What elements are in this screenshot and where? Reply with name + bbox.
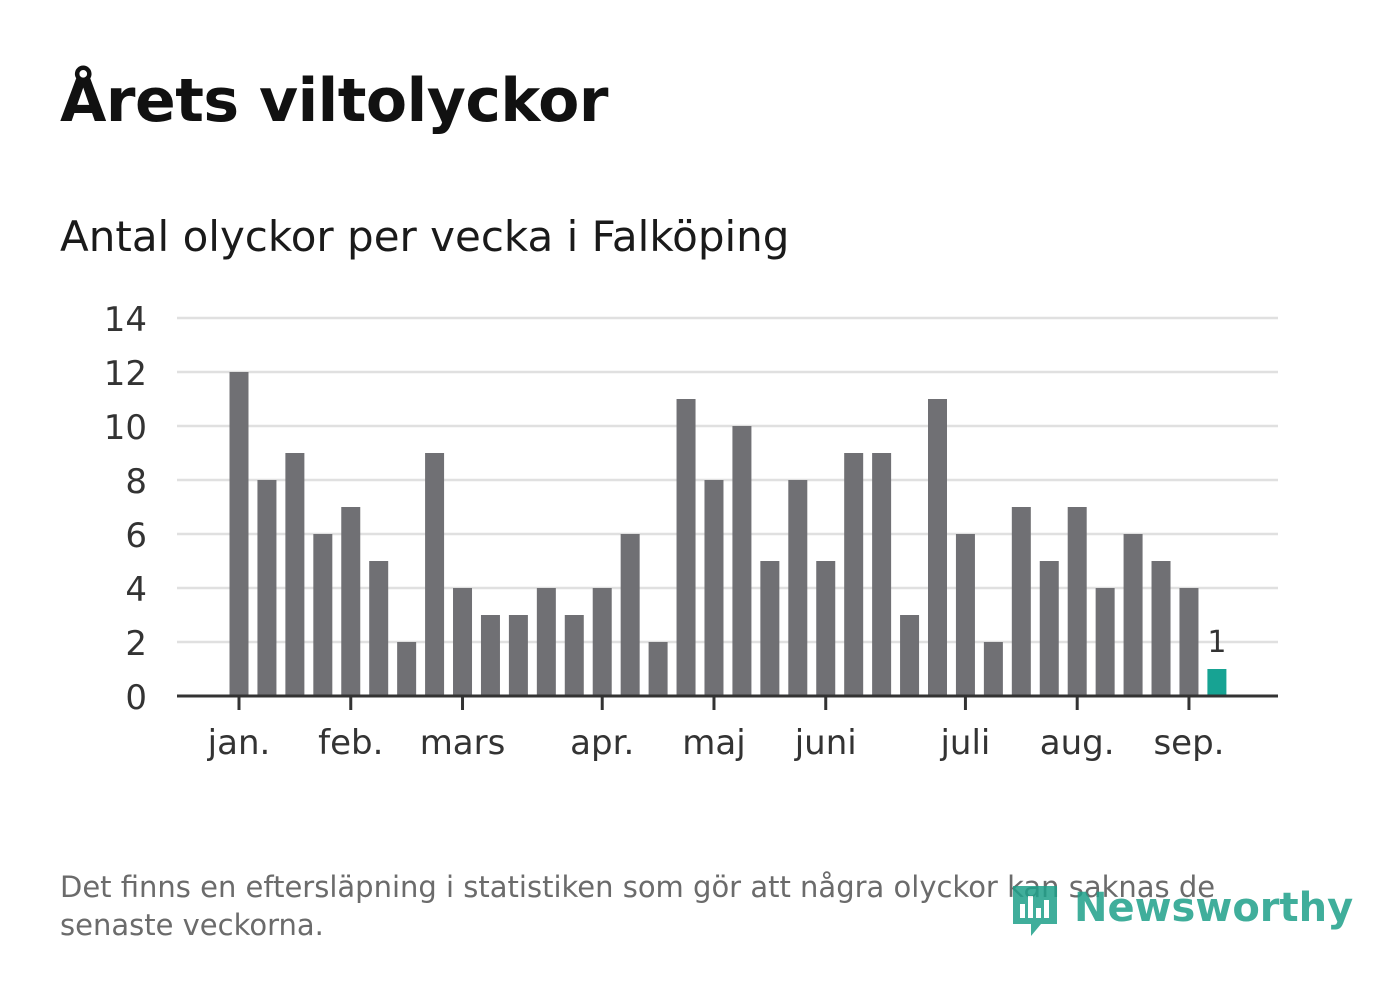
bar xyxy=(620,534,640,696)
bar xyxy=(844,453,864,696)
x-tick-label: maj xyxy=(682,723,745,763)
bar xyxy=(480,615,500,696)
x-tick-label: mars xyxy=(420,723,506,763)
bar xyxy=(1151,561,1171,696)
bar xyxy=(816,561,836,696)
bar xyxy=(508,615,528,696)
x-tick-label: juli xyxy=(939,723,990,763)
y-tick-label: 0 xyxy=(125,678,147,718)
bar xyxy=(1067,507,1087,696)
y-tick-label: 10 xyxy=(104,408,147,448)
bar xyxy=(341,507,361,696)
bar xyxy=(760,561,780,696)
newsworthy-logo[interactable]: Newsworthy xyxy=(1010,876,1353,940)
y-tick-label: 12 xyxy=(104,354,147,394)
bar xyxy=(1011,507,1031,696)
x-tick-label: aug. xyxy=(1040,723,1115,763)
y-tick-label: 6 xyxy=(125,516,147,556)
bar xyxy=(453,588,473,696)
bar xyxy=(676,399,696,696)
bar xyxy=(788,480,808,696)
bar xyxy=(1095,588,1115,696)
bar xyxy=(704,480,724,696)
bar xyxy=(257,480,277,696)
bar xyxy=(592,588,612,696)
chart-subtitle: Antal olyckor per vecka i Falköping xyxy=(60,212,790,261)
y-tick-label: 8 xyxy=(125,462,147,502)
bar xyxy=(229,372,249,696)
newsworthy-logo-icon xyxy=(1013,886,1057,936)
bar xyxy=(928,399,947,696)
y-tick-label: 2 xyxy=(125,624,147,664)
bar xyxy=(397,642,417,696)
bar xyxy=(648,642,668,696)
x-tick-label: sep. xyxy=(1153,723,1224,763)
bar xyxy=(732,426,752,696)
chart-title: Årets viltolyckor xyxy=(60,66,609,136)
x-tick-label: feb. xyxy=(318,723,383,763)
bar xyxy=(425,453,445,696)
bar xyxy=(564,615,584,696)
bar xyxy=(900,615,920,696)
x-tick-label: juni xyxy=(794,723,857,763)
y-tick-label: 4 xyxy=(125,570,147,610)
bar-highlight xyxy=(1207,669,1227,696)
bar xyxy=(983,642,1003,696)
data-label: 1 xyxy=(1207,625,1226,660)
newsworthy-logo-text: Newsworthy xyxy=(1074,885,1354,931)
bar xyxy=(1179,588,1199,696)
bar xyxy=(536,588,556,696)
bar xyxy=(313,534,333,696)
bar xyxy=(369,561,389,696)
x-tick-label: jan. xyxy=(207,723,271,763)
bar xyxy=(872,453,892,696)
y-tick-label: 14 xyxy=(104,300,147,340)
bar xyxy=(1039,561,1059,696)
bar xyxy=(955,534,975,696)
bar xyxy=(1123,534,1143,696)
bar xyxy=(285,453,305,696)
x-tick-label: apr. xyxy=(570,723,634,763)
